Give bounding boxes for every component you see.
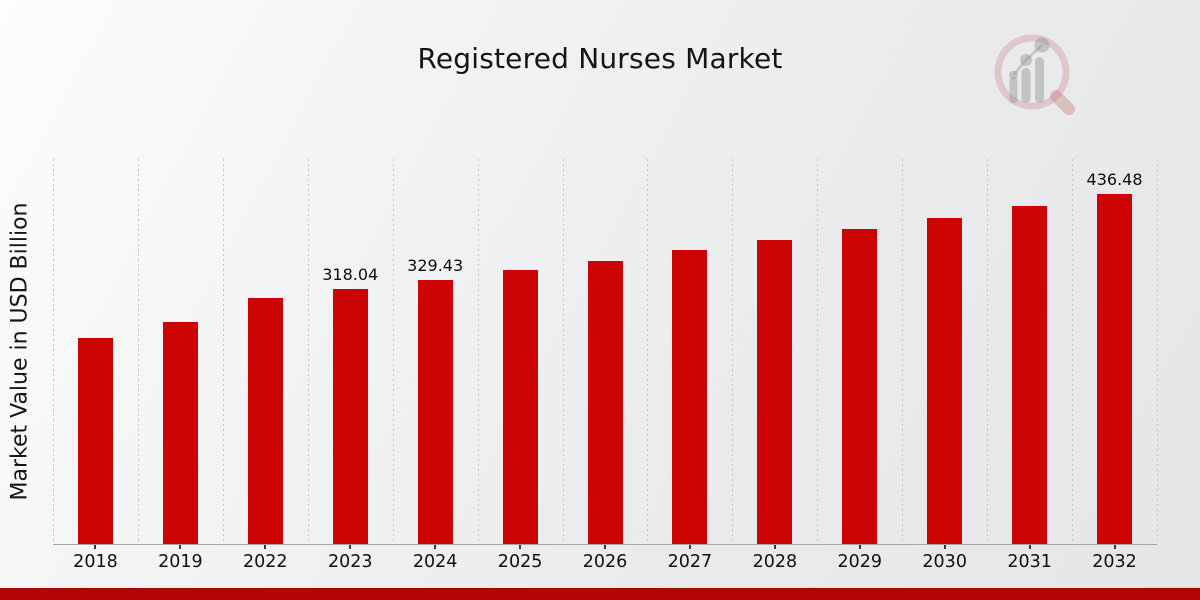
- axis-tick: [94, 544, 97, 549]
- chart-title: Registered Nurses Market: [417, 42, 783, 75]
- x-axis-label-2030: 2030: [922, 552, 967, 572]
- axis-tick: [688, 544, 691, 549]
- axis-tick: [519, 544, 522, 549]
- vertical-gridline: [222, 159, 224, 544]
- axis-tick: [1028, 544, 1031, 549]
- axis-tick: [179, 544, 182, 549]
- bar-2028: [757, 239, 793, 544]
- x-axis-label-2029: 2029: [837, 552, 883, 572]
- data-label-2024: 329.43: [407, 255, 464, 275]
- x-axis-label-2025: 2025: [497, 552, 543, 572]
- vertical-gridline: [902, 159, 904, 544]
- bar-2022: [247, 297, 283, 544]
- y-axis-label: Market Value in USD Billion: [7, 202, 33, 501]
- axis-tick: [264, 544, 267, 549]
- x-axis-line: [53, 544, 1157, 545]
- vertical-gridline: [477, 159, 479, 544]
- axis-tick: [943, 544, 946, 549]
- vertical-gridline: [1157, 159, 1158, 544]
- x-axis-label-2018: 2018: [73, 552, 118, 572]
- bar-2029: [842, 228, 878, 544]
- x-axis-label-2032: 2032: [1092, 552, 1137, 572]
- bar-2024: [417, 279, 453, 544]
- x-axis-label-2024: 2024: [412, 552, 458, 572]
- x-axis-label-2023: 2023: [327, 552, 373, 572]
- axis-tick: [773, 544, 776, 549]
- vertical-gridline: [307, 159, 309, 544]
- vertical-gridline: [562, 159, 564, 544]
- market-research-future-logo-icon: [994, 34, 1075, 115]
- vertical-gridline: [732, 159, 734, 544]
- bar-2019: [162, 321, 198, 544]
- bar-2032: [1097, 193, 1133, 544]
- bottom-red-stripe: [0, 588, 1200, 600]
- x-axis-label-2028: 2028: [752, 552, 798, 572]
- vertical-gridline: [1072, 159, 1074, 544]
- vertical-gridline: [137, 159, 139, 544]
- plot-area: 318.04 329.43 436.48: [53, 159, 1158, 549]
- vertical-gridline: [53, 159, 54, 544]
- axis-tick: [604, 544, 606, 549]
- axis-tick: [1113, 544, 1116, 549]
- bar-2031: [1012, 206, 1048, 544]
- vertical-gridline: [817, 159, 819, 544]
- bar-2018: [77, 337, 113, 544]
- vertical-gridline: [392, 159, 394, 544]
- data-label-2032: 436.48: [1086, 169, 1143, 189]
- x-axis-label-2027: 2027: [667, 552, 713, 572]
- bar-2023: [332, 288, 368, 544]
- axis-tick: [349, 544, 352, 549]
- axis-tick: [434, 544, 437, 549]
- vertical-gridline: [987, 159, 989, 544]
- bar-2025: [502, 270, 538, 544]
- bar-2027: [672, 250, 708, 544]
- axis-tick: [858, 544, 861, 549]
- x-axis-label-2019: 2019: [158, 552, 203, 572]
- bar-2030: [927, 217, 963, 544]
- x-axis-label-2022: 2022: [243, 552, 288, 572]
- data-label-2023: 318.04: [322, 264, 379, 284]
- x-axis-label-2031: 2031: [1007, 552, 1052, 572]
- x-axis-label-2026: 2026: [582, 552, 628, 572]
- bar-2026: [587, 260, 623, 544]
- vertical-gridline: [647, 159, 649, 544]
